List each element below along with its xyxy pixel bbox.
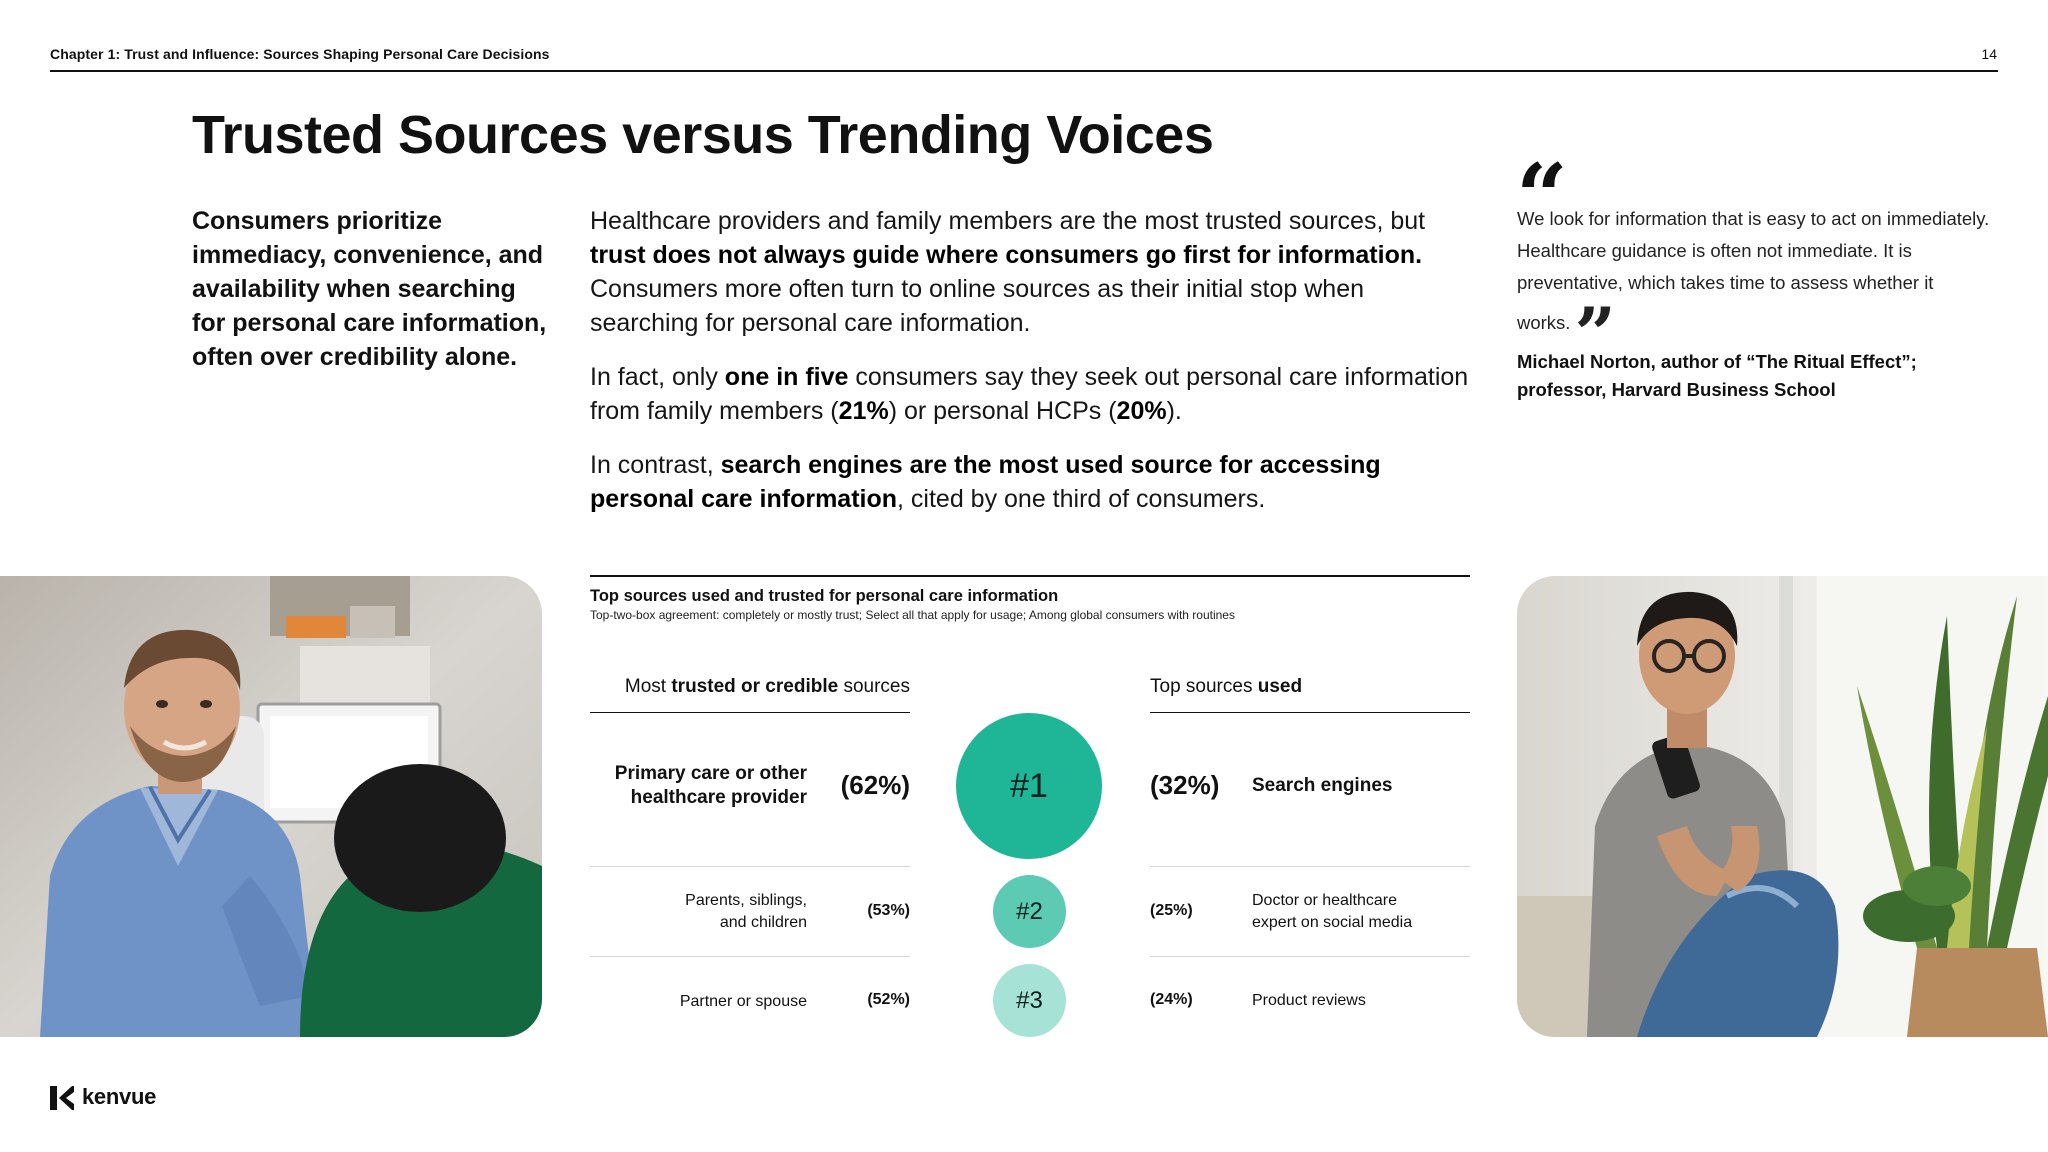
quote-attribution: Michael Norton, author of “The Ritual Ef… bbox=[1517, 348, 1997, 404]
body-bold-run: one in five bbox=[724, 363, 849, 391]
trusted-column-header: Most trusted or credible sources bbox=[590, 676, 910, 698]
trusted-header-rule bbox=[590, 712, 910, 713]
body-text: Healthcare providers and family members … bbox=[590, 204, 1470, 536]
body-text-run: , cited by one third of consumers. bbox=[897, 485, 1266, 513]
rank-badge-3: #3 bbox=[993, 964, 1066, 1037]
body-paragraph-2: In fact, only one in five consumers say … bbox=[590, 360, 1470, 428]
trusted-pct-2: (53%) bbox=[867, 902, 910, 919]
used-pct-2: (25%) bbox=[1150, 902, 1193, 919]
row-divider bbox=[590, 866, 910, 867]
body-bold-run: search engines are the most used source … bbox=[590, 451, 1381, 513]
used-source-line: Doctor or healthcare bbox=[1252, 892, 1397, 909]
rank-badge-2: #2 bbox=[993, 875, 1066, 948]
chapter-label: Chapter 1: Trust and Influence: Sources … bbox=[50, 46, 550, 62]
rank-badge-1: #1 bbox=[956, 713, 1102, 859]
used-header-rule bbox=[1150, 712, 1470, 713]
body-bold-run: 20% bbox=[1116, 397, 1167, 425]
header-bold-run: trusted or credible bbox=[671, 676, 839, 697]
header-run: Top sources bbox=[1150, 676, 1258, 697]
trusted-source-3: Partner or spouse bbox=[597, 991, 807, 1013]
body-text-run: consumers say they seek out personal car… bbox=[590, 363, 1469, 425]
chart-title: Top sources used and trusted for persona… bbox=[590, 587, 1059, 605]
header-run: sources bbox=[838, 676, 910, 697]
used-source-line: expert on social media bbox=[1252, 914, 1413, 931]
photo-healthcare-provider bbox=[0, 576, 542, 1037]
trusted-source-line: Primary care or other bbox=[614, 763, 807, 784]
body-text-run: Healthcare providers and family members … bbox=[590, 207, 1426, 235]
used-column-header: Top sources used bbox=[1150, 676, 1302, 698]
used-source-line: Search engines bbox=[1252, 775, 1393, 796]
used-source-line: Product reviews bbox=[1252, 992, 1366, 1009]
used-source-2: Doctor or healthcare expert on social me… bbox=[1252, 890, 1492, 934]
trusted-pct-3: (52%) bbox=[867, 991, 910, 1008]
kenvue-logo-icon bbox=[50, 1086, 74, 1110]
quote-text: We look for information that is easy to … bbox=[1517, 203, 1997, 370]
page-number: 14 bbox=[1981, 46, 1997, 62]
page-title: Trusted Sources versus Trending Voices bbox=[192, 105, 1214, 165]
body-paragraph-1: Healthcare providers and family members … bbox=[590, 204, 1470, 340]
photo-consumer-with-phone bbox=[1517, 576, 2048, 1037]
header-bold-run: used bbox=[1257, 676, 1303, 697]
row-divider bbox=[1150, 956, 1470, 957]
attribution-line: Michael Norton, author of “The Ritual Ef… bbox=[1517, 351, 1917, 372]
trusted-source-line: Partner or spouse bbox=[679, 993, 807, 1010]
used-pct-1: (32%) bbox=[1150, 770, 1220, 800]
healthcare-provider-illustration bbox=[0, 576, 542, 1037]
attribution-line: professor, Harvard Business School bbox=[1517, 379, 1836, 400]
trusted-source-2: Parents, siblings, and children bbox=[597, 890, 807, 934]
kenvue-logo-text: kenvue bbox=[82, 1084, 157, 1109]
header-run: Most bbox=[624, 676, 672, 697]
trusted-source-line: and children bbox=[719, 914, 807, 931]
body-text-run: ). bbox=[1166, 397, 1182, 425]
body-text-run: Consumers more often turn to online sour… bbox=[590, 275, 1364, 337]
row-divider bbox=[590, 956, 910, 957]
chart-top-rule bbox=[590, 575, 1470, 577]
body-bold-run: 21% bbox=[838, 397, 889, 425]
used-source-1: Search engines bbox=[1252, 774, 1492, 798]
body-text-run: ) or personal HCPs ( bbox=[888, 397, 1117, 425]
close-quote-icon: ” bbox=[1574, 291, 1616, 376]
body-text-run: In contrast, bbox=[590, 451, 721, 479]
used-pct-3: (24%) bbox=[1150, 991, 1193, 1008]
quote-body: We look for information that is easy to … bbox=[1517, 208, 1990, 333]
body-paragraph-3: In contrast, search engines are the most… bbox=[590, 448, 1470, 516]
lead-text: Consumers prioritize immediacy, convenie… bbox=[192, 207, 547, 371]
consumer-phone-illustration bbox=[1517, 576, 2048, 1037]
row-divider bbox=[1150, 866, 1470, 867]
header-divider bbox=[50, 70, 1998, 72]
used-source-3: Product reviews bbox=[1252, 990, 1492, 1012]
body-text-run: In fact, only bbox=[590, 363, 725, 391]
body-bold-run: trust does not always guide where consum… bbox=[590, 241, 1423, 269]
trusted-source-line: healthcare provider bbox=[630, 787, 807, 808]
trusted-source-1: Primary care or other healthcare provide… bbox=[597, 762, 807, 810]
trusted-source-line: Parents, siblings, bbox=[685, 892, 807, 909]
trusted-pct-1: (62%) bbox=[840, 770, 910, 800]
chart-subtitle: Top-two-box agreement: completely or mos… bbox=[590, 608, 1235, 622]
